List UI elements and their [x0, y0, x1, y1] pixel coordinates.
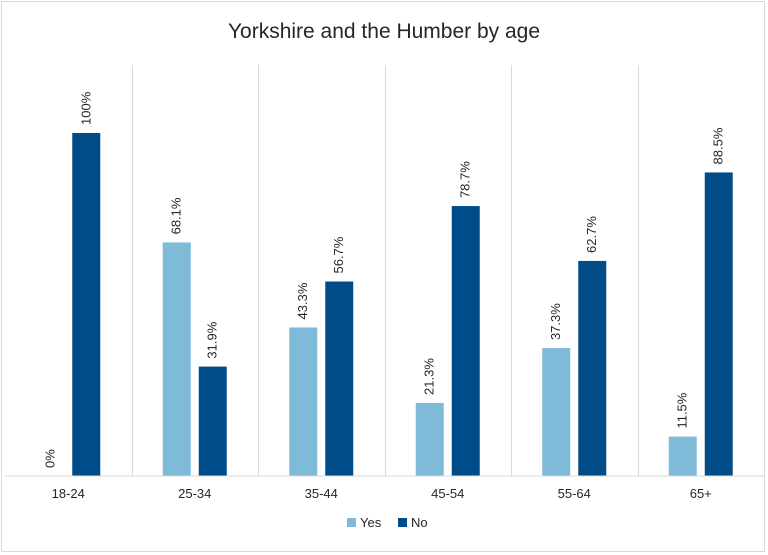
data-label-no-25-34: 31.9%	[205, 321, 220, 358]
x-tick-label: 65+	[690, 486, 712, 501]
bar-no-45-54	[451, 206, 480, 476]
category-gridlines	[132, 65, 639, 476]
bar-yes-35-44	[289, 327, 318, 476]
bar-no-35-44	[325, 281, 354, 476]
x-axis-tick-labels: 18-24 25-34 35-44 45-54 55-64 65+	[52, 486, 712, 501]
data-label-yes-35-44: 43.3%	[295, 282, 310, 319]
legend: Yes No	[347, 515, 428, 530]
data-label-yes-45-54: 21.3%	[422, 358, 437, 395]
data-label-no-55-64: 62.7%	[584, 216, 599, 253]
bar-no-18-24	[72, 133, 101, 476]
data-label-no-35-44: 56.7%	[331, 236, 346, 273]
bar-no-65+	[704, 172, 733, 476]
x-tick-label: 35-44	[305, 486, 338, 501]
x-tick-label: 55-64	[558, 486, 591, 501]
data-label-yes-65+: 11.5%	[675, 392, 690, 428]
bar-no-25-34	[198, 366, 227, 476]
data-label-yes-55-64: 37.3%	[548, 303, 563, 340]
data-label-no-18-24: 100%	[78, 91, 93, 125]
bar-yes-65+	[668, 436, 697, 476]
legend-swatch-no	[398, 518, 407, 527]
legend-label-no: No	[411, 515, 428, 530]
data-labels: 0% 100% 68.1% 31.9% 43.3% 56.7% 21.3% 78.7% 37.3…	[42, 91, 726, 468]
bar-yes-45-54	[415, 402, 444, 476]
bar-yes-55-64	[542, 348, 571, 476]
legend-swatch-yes	[347, 518, 356, 527]
bar-yes-25-34	[162, 242, 191, 476]
legend-label-yes: Yes	[360, 515, 382, 530]
data-label-no-45-54: 78.7%	[458, 161, 473, 198]
data-label-yes-18-24: 0%	[42, 449, 57, 468]
chart-title: Yorkshire and the Humber by age	[228, 20, 540, 43]
data-label-yes-25-34: 68.1%	[169, 197, 184, 234]
x-tick-label: 45-54	[431, 486, 464, 501]
x-tick-label: 25-34	[178, 486, 211, 501]
bar-no-55-64	[578, 260, 607, 476]
x-tick-label: 18-24	[52, 486, 85, 501]
data-label-no-65+: 88.5%	[711, 127, 726, 164]
bars	[72, 133, 733, 476]
